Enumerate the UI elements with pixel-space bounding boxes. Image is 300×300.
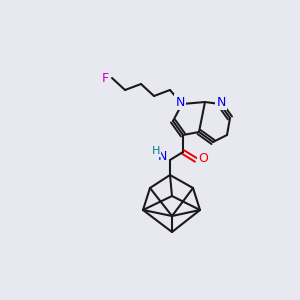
- Text: N: N: [216, 95, 226, 109]
- Text: O: O: [198, 152, 208, 166]
- Text: H: H: [152, 146, 160, 156]
- Text: F: F: [101, 71, 109, 85]
- Text: N: N: [175, 95, 185, 109]
- Text: N: N: [157, 151, 167, 164]
